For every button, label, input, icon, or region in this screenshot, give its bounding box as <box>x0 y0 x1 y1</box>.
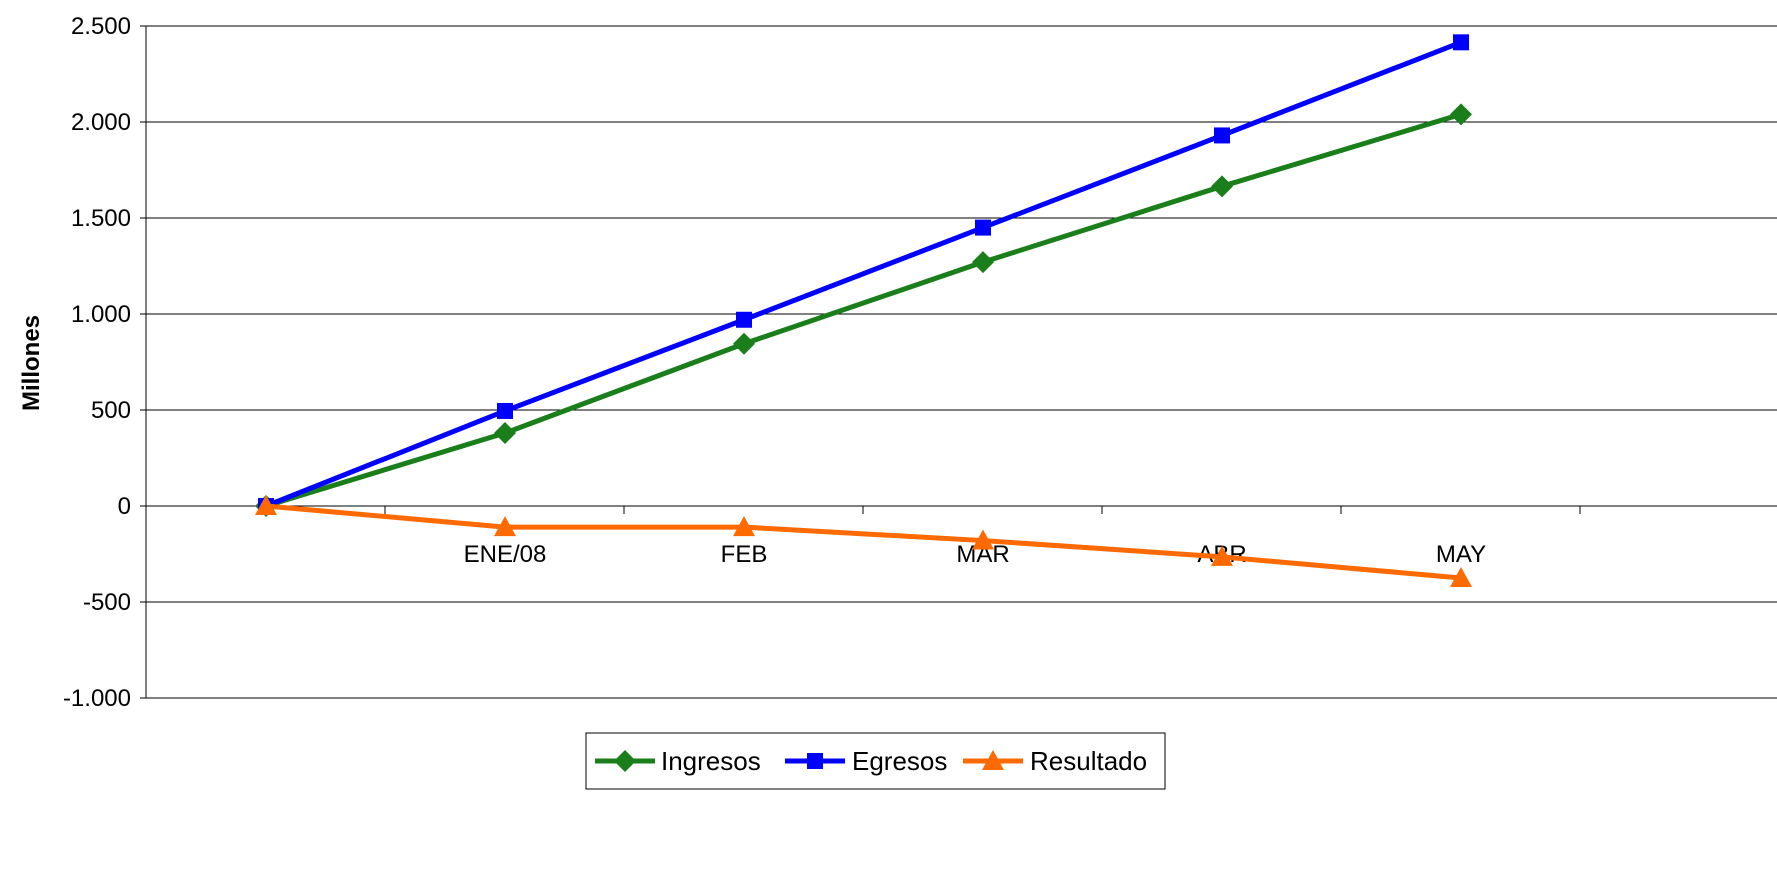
data-point-egresos <box>975 219 991 236</box>
data-point-ingresos <box>494 422 516 445</box>
y-tick-label: 500 <box>91 397 131 424</box>
series-line-ingresos <box>265 111 1462 509</box>
legend-item-egresos: Egresos <box>785 746 947 776</box>
series-egresos <box>258 34 1469 514</box>
legend-marker <box>614 750 636 772</box>
legend-box <box>585 732 1166 790</box>
legend-label: Egresos <box>852 746 947 776</box>
y-tick-label: 2.000 <box>71 109 131 136</box>
legend-label: Resultado <box>1030 746 1147 776</box>
gridlines <box>146 25 1777 699</box>
data-point-egresos <box>1453 34 1469 51</box>
data-point-resultado <box>1450 567 1472 587</box>
data-point-resultado <box>255 495 277 515</box>
y-axis-title: Millones <box>18 315 45 411</box>
series-ingresos <box>255 103 1472 517</box>
x-tick-label: ENE/08 <box>464 541 547 568</box>
series-line-resultado <box>265 503 1462 581</box>
data-point-resultado <box>972 529 994 550</box>
y-axis-tick-labels: 2.500 2.000 1.500 1.000 500 0 -500 -1.000 <box>63 13 131 712</box>
y-tick-label: 2.500 <box>71 13 131 40</box>
axes <box>140 25 1777 699</box>
legend-item-resultado: Resultado <box>963 746 1147 776</box>
legend: Ingresos Egresos Resultado <box>585 732 1166 790</box>
data-point-resultado <box>733 516 755 537</box>
x-tick-label: MAY <box>1436 541 1486 568</box>
legend-item-ingresos: Ingresos <box>595 746 761 776</box>
series-resultado <box>255 495 1472 587</box>
legend-marker <box>807 753 823 769</box>
data-point-ingresos <box>972 251 994 274</box>
series-group <box>255 34 1472 587</box>
data-point-resultado <box>1211 545 1233 566</box>
y-tick-label: 1.500 <box>71 205 131 232</box>
data-point-ingresos <box>733 332 755 355</box>
data-point-resultado <box>494 516 516 537</box>
legend-label: Ingresos <box>661 746 761 776</box>
series-line-egresos <box>265 39 1462 509</box>
y-tick-label: 0 <box>118 493 131 520</box>
data-point-egresos <box>736 311 752 328</box>
data-point-egresos <box>1214 127 1230 144</box>
y-tick-label: 1.000 <box>71 301 131 328</box>
data-point-egresos <box>497 402 513 419</box>
data-point-ingresos <box>1211 175 1233 198</box>
data-point-ingresos <box>1450 103 1472 126</box>
y-tick-label: -500 <box>83 589 131 616</box>
y-tick-label: -1.000 <box>63 685 131 712</box>
x-tick-label: FEB <box>721 541 768 568</box>
legend-marker <box>982 750 1004 770</box>
